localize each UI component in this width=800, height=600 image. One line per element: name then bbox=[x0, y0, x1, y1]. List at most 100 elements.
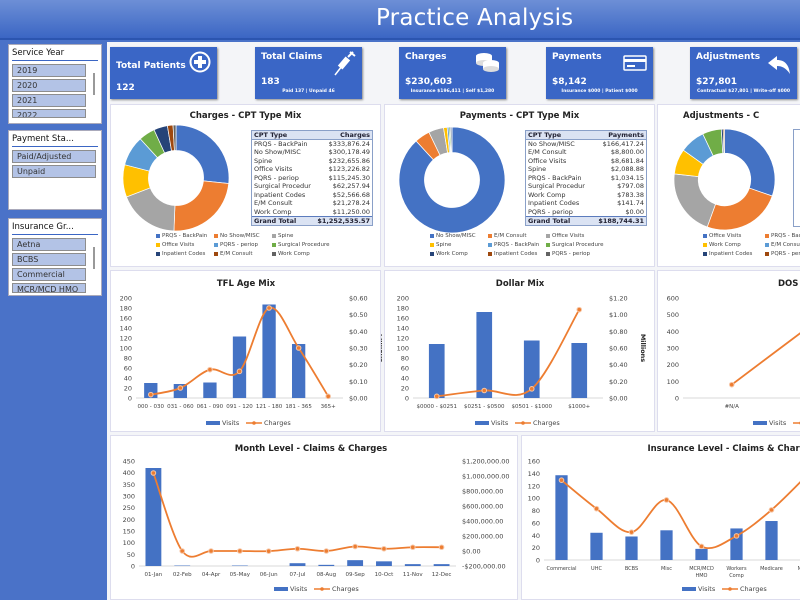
amount-cell: $1,034.15 bbox=[610, 173, 644, 182]
x-tick-label: 061 - 090 bbox=[197, 404, 224, 410]
kpi-subtext: Contractual $27,801 | Write-off $000 bbox=[697, 89, 790, 94]
slicer-item-2022[interactable]: 2022 bbox=[12, 109, 86, 118]
tfl-age-mix-chart: TFL Age Mix 0 20 40 60 80 100 120 140 160 180 200 $0… bbox=[120, 279, 387, 427]
slicer-item-commercial[interactable]: Commercial bbox=[12, 268, 86, 281]
slicer-scrollbar[interactable] bbox=[93, 73, 95, 95]
y2-tick-label: $800,000.00 bbox=[462, 488, 503, 496]
legend-item-surgical-procedure: Surgical Procedure bbox=[272, 242, 332, 248]
legend-swatch bbox=[430, 252, 434, 256]
grand-total-value: $1,252,535.57 bbox=[317, 217, 370, 225]
y2-tick-label: $0.40 bbox=[349, 328, 368, 336]
bar-visits-121-180 bbox=[262, 304, 276, 398]
x-tick-label: $1000+ bbox=[568, 404, 590, 410]
slicer-item-2020[interactable]: 2020 bbox=[12, 79, 86, 92]
legend-label-visits: Visits bbox=[491, 419, 509, 427]
kpi-value: $230,603 bbox=[405, 77, 453, 87]
x-tick-label-line: Workers bbox=[726, 566, 747, 572]
slicer-title: Payment Sta... bbox=[12, 134, 98, 147]
legend-swatch bbox=[765, 243, 769, 247]
panel-dos-age: DOS Age0100200300400500600#N/A181 - 365V… bbox=[657, 270, 800, 432]
bar-visits-01-jan bbox=[145, 468, 162, 566]
grand-total-row: Grand Total $188,744.31 bbox=[526, 216, 646, 225]
slicer-scrollbar[interactable] bbox=[93, 247, 95, 269]
y-tick-label: 200 bbox=[667, 361, 679, 369]
x-tick-label-line: HMO bbox=[695, 573, 707, 579]
legend-label: Spine bbox=[436, 242, 452, 248]
table-row: Work Comp $11,250.00 bbox=[252, 208, 372, 217]
x-tick-label-line: Comp bbox=[729, 573, 744, 579]
slice-pqrs-peri bbox=[722, 128, 725, 154]
legend-swatch bbox=[214, 234, 218, 238]
slicer-item-2021[interactable]: 2021 bbox=[12, 94, 86, 107]
slicer-title: Service Year bbox=[12, 48, 98, 61]
legend-item-inpatient-codes: Inpatient Codes bbox=[488, 251, 546, 257]
cpt-type-cell: E/M Consult bbox=[528, 148, 567, 156]
kpi-title: Payments bbox=[552, 52, 602, 62]
y-tick-label: 120 bbox=[397, 335, 409, 343]
slicer-item-paid-adjusted[interactable]: Paid/Adjusted bbox=[12, 150, 96, 163]
cpt-type-cell: Inpatient Codes bbox=[254, 190, 306, 199]
header-cell: Payments bbox=[608, 131, 644, 139]
header-bar: Practice Analysis bbox=[0, 0, 800, 40]
slicer-title: Insurance Gr... bbox=[12, 222, 98, 235]
line-charges bbox=[436, 309, 581, 398]
dos-age-chart: DOS Age0100200300400500600#N/A181 - 365V… bbox=[667, 279, 800, 427]
legend-swatch bbox=[272, 252, 276, 256]
table-row: Spine $2,088.88 bbox=[526, 165, 646, 174]
bar-visits-031-060 bbox=[173, 384, 188, 398]
legend-label: Office Visits bbox=[709, 233, 742, 239]
month-level-chart: Month Level - Claims & Charges 0 50 100 150 2… bbox=[123, 444, 510, 593]
legend-label: Work Comp bbox=[436, 251, 468, 257]
bar-visits-0251-0500 bbox=[476, 312, 493, 398]
amount-cell: $333,876.24 bbox=[328, 139, 370, 148]
cpt-type-cell: Work Comp bbox=[528, 190, 566, 199]
y-tick-label: 140 bbox=[528, 470, 540, 478]
kpi-subtext: Paid 137 | Unpaid 46 bbox=[282, 89, 335, 94]
charges-donut-chart bbox=[122, 124, 230, 232]
y-tick-label: 100 bbox=[120, 345, 132, 353]
amount-cell: $62,257.94 bbox=[332, 182, 370, 190]
x-tick-label: $0000 - $0251 bbox=[417, 404, 457, 410]
syringe-icon bbox=[332, 51, 356, 81]
y-tick-label: 160 bbox=[528, 458, 540, 466]
slicer-item-unpaid[interactable]: Unpaid bbox=[12, 165, 96, 178]
legend-swatch bbox=[546, 243, 550, 247]
point-charges-06-jun bbox=[265, 548, 272, 554]
amount-cell: $2,088.88 bbox=[610, 165, 644, 173]
cpt-type-cell: Inpatient Codes bbox=[528, 199, 580, 207]
x-tick-label: 02-Feb bbox=[173, 572, 192, 578]
legend-item-e-m-consu: E/M Consu bbox=[765, 242, 800, 248]
legend-label: Work Comp bbox=[278, 251, 310, 257]
y-tick-label: 140 bbox=[120, 325, 132, 333]
x-tick-label: MCR/MCD HMO bbox=[689, 566, 714, 579]
bar-visits-mcr-mcd-hmo bbox=[695, 548, 708, 560]
table-row: Surgical Procedur $797.08 bbox=[526, 182, 646, 191]
x-tick-label: 06-Jun bbox=[260, 572, 278, 578]
reply-arrow-icon bbox=[767, 55, 791, 79]
x-tick-label: 05-May bbox=[230, 572, 251, 578]
point-charges-04-apr bbox=[208, 548, 214, 554]
adjustments-donut-chart bbox=[673, 128, 776, 231]
point-charges-000-030 bbox=[147, 391, 154, 398]
table-row: PRQS - BackPain $1,034.15 bbox=[526, 174, 646, 183]
chart-title: TFL Age Mix bbox=[217, 279, 276, 289]
slice-spine bbox=[673, 173, 716, 228]
point-charges-365 bbox=[325, 393, 332, 400]
table-row: PRQS - BackPain $333,876.24 bbox=[252, 140, 372, 149]
y-tick-label: 140 bbox=[397, 325, 409, 333]
slicer-item-2019[interactable]: 2019 bbox=[12, 64, 86, 77]
payments-donut-chart bbox=[398, 126, 506, 234]
point-charges-121-180 bbox=[266, 305, 272, 311]
table-row: No Show/MISC $166,417.24 bbox=[526, 140, 646, 149]
slicer-item-aetna[interactable]: Aetna bbox=[12, 238, 86, 251]
legend-label: PRQS - BackPain bbox=[494, 242, 540, 248]
x-tick-label: Medicare bbox=[760, 566, 783, 572]
slicer-item-bcbs[interactable]: BCBS bbox=[12, 253, 86, 266]
slicer-item-mcr-mcd-hmo[interactable]: MCR/MCD HMO bbox=[12, 283, 86, 293]
legend-label: Inpatient Codes bbox=[494, 251, 538, 257]
legend-swatch-visits bbox=[753, 421, 767, 425]
cpt-type-cell: PQRS - periop bbox=[254, 173, 299, 182]
point-charges-09-sep bbox=[352, 543, 358, 550]
x-tick-label: 091 - 120 bbox=[226, 404, 253, 410]
y2-tick-label: $0.40 bbox=[609, 361, 628, 369]
